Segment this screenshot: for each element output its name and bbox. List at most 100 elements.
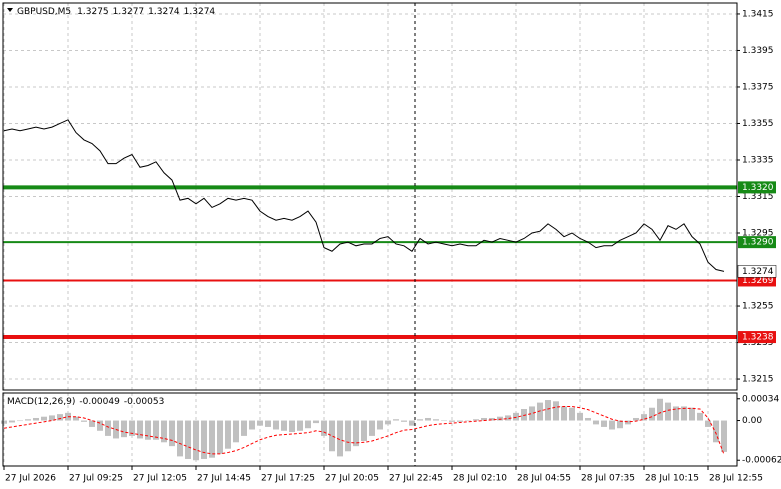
macd-bar	[593, 420, 599, 425]
y-tick-label: 1.3315	[742, 192, 774, 202]
macd-bar	[57, 414, 63, 421]
macd-bar	[425, 417, 431, 421]
macd-bar	[529, 406, 535, 421]
signal-line	[3, 405, 725, 455]
macd-bar	[697, 412, 703, 421]
macd-bar	[649, 407, 655, 421]
macd-bar	[9, 420, 15, 423]
y-tick-label: 1.3375	[742, 82, 774, 92]
macd-title: MACD(12,26,9)	[7, 397, 75, 407]
macd-bar	[433, 419, 439, 421]
macd-bar	[513, 412, 519, 421]
macd-bar	[233, 420, 239, 443]
macd-bar	[641, 414, 647, 421]
x-tick-label: 28 Jul 07:35	[581, 474, 635, 484]
macd-bar	[161, 420, 167, 443]
macd-bar	[409, 420, 415, 426]
close: 1.3274	[184, 7, 216, 17]
macd-bar	[337, 420, 343, 457]
macd-bar	[457, 420, 463, 422]
macd-bar	[369, 420, 375, 436]
macd-bar	[97, 420, 103, 431]
x-tick-label: 27 Jul 20:05	[325, 474, 379, 484]
macd-bar	[609, 420, 615, 430]
macd-bar	[49, 415, 55, 421]
macd-bar	[713, 420, 719, 443]
macd-bar	[105, 420, 111, 436]
macd-bar	[25, 419, 31, 421]
macd-bar	[673, 406, 679, 421]
macd-bar	[169, 420, 175, 447]
y-tick-label: 0.00	[742, 416, 762, 426]
current-price-label: 1.3274	[742, 267, 774, 277]
level-label: 1.3238	[742, 333, 774, 343]
macd-bar	[441, 420, 447, 422]
price-line	[3, 119, 725, 272]
macd-bar	[177, 420, 183, 457]
macd-bar	[89, 420, 95, 427]
macd-bar	[329, 420, 335, 452]
macd-bar	[241, 420, 247, 436]
x-tick-label: 28 Jul 12:55	[709, 474, 763, 484]
macd-bar	[481, 417, 487, 421]
level-label: 1.3269	[742, 276, 774, 286]
macd-bar	[497, 416, 503, 421]
macd-bar	[81, 420, 87, 422]
macd-bar	[545, 400, 551, 421]
macd-bar	[705, 420, 711, 427]
macd-bar	[361, 420, 367, 442]
macd-bar	[681, 406, 687, 421]
x-tick-label: 27 Jul 09:25	[69, 474, 123, 484]
marks	[1, 119, 737, 461]
macd-bar	[265, 420, 271, 427]
y-tick-label: 0.00034	[742, 394, 779, 404]
macd-bar	[353, 420, 359, 447]
macd-bar	[345, 420, 351, 452]
x-tick-label: 28 Jul 04:55	[517, 474, 571, 484]
level-label-bg	[738, 331, 776, 344]
macd-bar	[385, 420, 391, 425]
macd-bar	[553, 401, 559, 421]
macd-bar	[665, 402, 671, 421]
y-tick-label: 1.3335	[742, 155, 774, 165]
macd-bar	[289, 420, 295, 433]
macd-bar	[377, 420, 383, 430]
macd-bar	[273, 420, 279, 430]
macd-value: -0.00049	[79, 397, 120, 407]
macd-bar	[217, 420, 223, 454]
macd-bar	[257, 420, 263, 426]
y-tick-label: -0.00062	[742, 456, 781, 466]
macd-bar	[209, 420, 215, 458]
labels: 1.3415 1.3395 1.3375 1.3355 1.3335 1.3315 1.32…	[3, 9, 781, 484]
macd-bar	[657, 398, 663, 421]
macd-bar	[17, 420, 23, 422]
y-tick-label: 1.3415	[742, 9, 774, 19]
macd-bar	[121, 420, 127, 438]
macd-header: MACD(12,26,9) -0.00049 -0.00053	[7, 397, 164, 407]
macd-bar	[305, 420, 311, 429]
macd-bar	[145, 420, 151, 440]
macd-bar	[465, 420, 471, 422]
macd-bar	[569, 407, 575, 421]
macd-bar	[33, 417, 39, 421]
x-tick-label: 27 Jul 2026	[5, 474, 56, 484]
macd-bar	[473, 419, 479, 421]
macd-bar	[201, 420, 207, 459]
x-tick-label: 27 Jul 22:45	[389, 474, 443, 484]
signal-value: -0.00053	[124, 397, 164, 407]
macd-bar	[393, 419, 399, 421]
macd-bar	[297, 420, 303, 431]
y-tick-label: 1.3395	[742, 46, 774, 56]
menu-arrow	[7, 8, 13, 12]
macd-bar	[401, 420, 407, 422]
macd-bar	[1, 420, 7, 424]
macd-bar	[505, 415, 511, 421]
x-tick-label: 27 Jul 17:25	[261, 474, 315, 484]
macd-bar	[617, 420, 623, 429]
high: 1.3277	[113, 7, 145, 17]
level-label-bg	[738, 181, 776, 194]
macd-bar	[281, 420, 287, 431]
macd-bar	[129, 420, 135, 436]
level-label: 1.3320	[742, 183, 774, 193]
